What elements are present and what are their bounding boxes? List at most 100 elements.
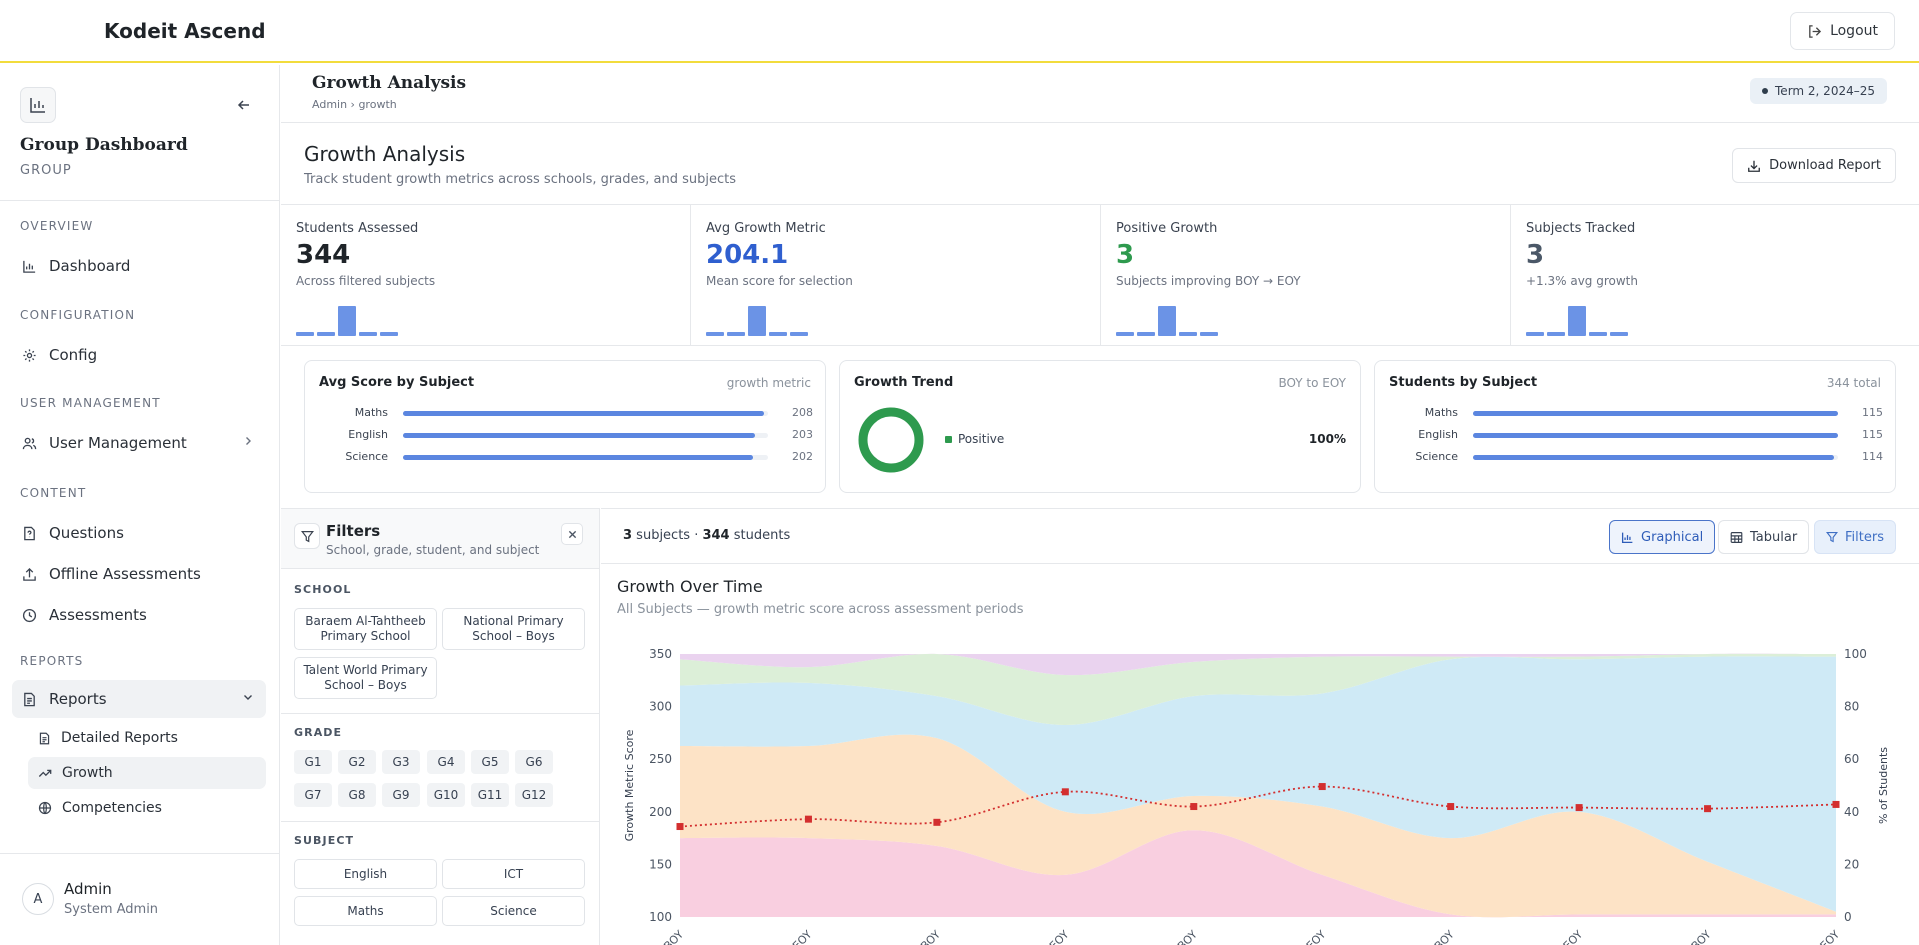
sidebar: Group Dashboard GROUP OVERVIEW Dashboard… [0, 65, 280, 945]
filters-description: School, grade, student, and subject [326, 543, 540, 557]
section-configuration: CONFIGURATION [20, 308, 136, 322]
sidebar-item-label: User Management [49, 434, 187, 452]
download-icon [1748, 160, 1761, 172]
grade-chip[interactable]: G7 [294, 783, 332, 807]
grade-chip[interactable]: G4 [427, 750, 465, 774]
card-title: Growth Trend [854, 375, 954, 390]
brand-name: Kodeit Ascend [104, 19, 266, 43]
school-chip[interactable]: National Primary School – Boys [442, 608, 585, 650]
subject-chip[interactable]: ICT [442, 859, 585, 889]
bar-value: 115 [1862, 428, 1883, 441]
kpi-sub: Across filtered subjects [296, 274, 436, 288]
sidebar-divider [0, 200, 279, 201]
grade-chip[interactable]: G3 [382, 750, 420, 774]
sidebar-item-growth[interactable]: Growth [28, 757, 266, 789]
filter-icon [1826, 531, 1838, 543]
logout-label: Logout [1830, 23, 1878, 39]
bar-value: 208 [792, 406, 813, 419]
section-user-management: USER MANAGEMENT [20, 396, 161, 410]
grade-chip[interactable]: G6 [515, 750, 553, 774]
y-tick-label: 150 [649, 857, 672, 871]
sidebar-item-questions[interactable]: Questions [12, 514, 266, 552]
grade-chip[interactable]: G8 [338, 783, 376, 807]
section-reports: REPORTS [20, 654, 84, 668]
bar-track [1473, 433, 1838, 438]
filters-divider [281, 713, 599, 714]
user-role: System Admin [64, 902, 159, 917]
avatar[interactable]: A [22, 883, 54, 915]
subject-label: SUBJECT [294, 834, 355, 847]
sidebar-item-offline-assessments[interactable]: Offline Assessments [12, 555, 266, 593]
kpi-label: Avg Growth Metric [706, 221, 826, 236]
students-count: 344 [702, 528, 730, 543]
bar-track [403, 411, 768, 416]
bar-row: Science 114 [1389, 449, 1883, 465]
bar-chart-icon [1621, 532, 1633, 543]
grade-chip[interactable]: G10 [427, 783, 465, 807]
section-content: CONTENT [20, 486, 87, 500]
bar-fill [403, 455, 754, 460]
kpi-label: Subjects Tracked [1526, 221, 1636, 236]
data-point [933, 818, 941, 826]
school-chip[interactable]: Talent World Primary School – Boys [294, 657, 437, 699]
x-tick-label: EOY [1047, 928, 1072, 945]
download-report-button[interactable]: Download Report [1732, 148, 1896, 183]
sidebar-item-label: Questions [49, 524, 124, 542]
y2-axis-title: % of Students [1877, 747, 1890, 824]
x-tick-label: EOY [1561, 928, 1586, 945]
bar-fill [403, 433, 756, 438]
chart-title: Growth Over Time [617, 577, 763, 596]
kpi-sub: +1.3% avg growth [1526, 274, 1638, 288]
logout-button[interactable]: Logout [1790, 12, 1895, 50]
grade-chip[interactable]: G2 [338, 750, 376, 774]
sidebar-item-reports[interactable]: Reports [12, 680, 266, 718]
school-chip[interactable]: Baraem Al-Tahtheeb Primary School [294, 608, 437, 650]
data-point [1447, 803, 1455, 811]
collapse-sidebar-icon[interactable] [234, 95, 254, 115]
subject-chip[interactable]: English [294, 859, 437, 889]
y-axis-title: Growth Metric Score [623, 729, 636, 841]
subject-chip[interactable]: Maths [294, 896, 437, 926]
y2-tick-label: 80 [1844, 700, 1859, 714]
subject-chip[interactable]: Science [442, 896, 585, 926]
sidebar-item-config[interactable]: Config [12, 336, 266, 374]
sidebar-item-dashboard[interactable]: Dashboard [12, 247, 266, 285]
graphical-view-button[interactable]: Graphical [1609, 520, 1716, 554]
filters-header: Filters School, grade, student, and subj… [281, 509, 599, 569]
grade-chip[interactable]: G5 [471, 750, 509, 774]
upload-icon [23, 567, 36, 581]
kpi-label: Positive Growth [1116, 221, 1218, 236]
bar-fill [1473, 411, 1838, 416]
grade-chip[interactable]: G11 [471, 783, 509, 807]
clock-icon [22, 608, 37, 622]
page-title: Growth Analysis [312, 73, 467, 93]
table-icon [1730, 531, 1743, 543]
file-question-icon [24, 526, 35, 540]
y2-tick-label: 60 [1844, 752, 1859, 766]
grade-chip[interactable]: G1 [294, 750, 332, 774]
close-icon [568, 530, 576, 538]
bar-label: Science [1415, 450, 1458, 463]
kpi-value: 3 [1526, 240, 1545, 270]
area-series-2 [680, 734, 1836, 918]
kpi-label: Students Assessed [296, 221, 419, 236]
user-name: Admin [64, 880, 112, 898]
grade-chip[interactable]: G12 [515, 783, 553, 807]
kpi-sparkline [1526, 300, 1628, 336]
file-icon [39, 732, 50, 744]
bar-track [403, 455, 768, 460]
close-filters-button[interactable] [561, 523, 583, 545]
grade-chip[interactable]: G9 [382, 783, 420, 807]
bar-label: English [348, 428, 388, 441]
sidebar-item-assessments[interactable]: Assessments [12, 596, 266, 634]
x-tick-label: BOY [1432, 928, 1457, 945]
trend-percent: 100% [1308, 432, 1346, 446]
sidebar-item-competencies[interactable]: Competencies [28, 792, 266, 824]
kpi-value: 3 [1116, 240, 1135, 270]
filters-toggle-button[interactable]: Filters [1814, 520, 1896, 554]
tabular-view-button[interactable]: Tabular [1718, 520, 1810, 554]
students-count-label: students [729, 528, 791, 543]
sidebar-item-user-management[interactable]: User Management [12, 424, 266, 462]
area-series-1 [680, 830, 1836, 918]
sidebar-item-detailed-reports[interactable]: Detailed Reports [28, 722, 266, 754]
